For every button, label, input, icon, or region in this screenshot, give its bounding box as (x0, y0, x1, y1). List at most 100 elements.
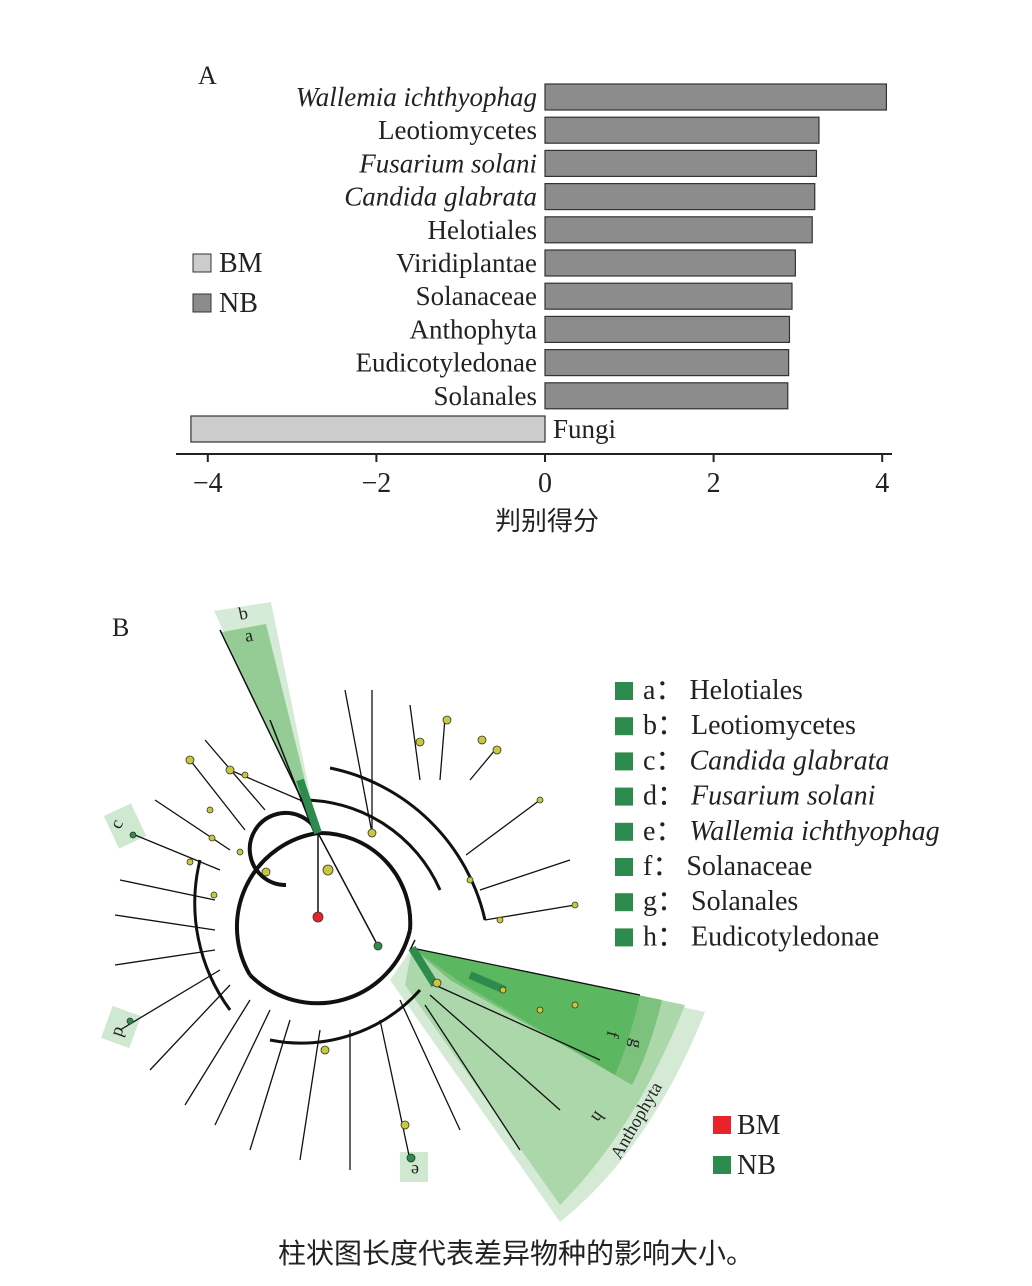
bar (544, 382, 789, 410)
bar-label: Wallemia ichthyophag (296, 82, 537, 112)
group-legend: BM NB (713, 1110, 781, 1181)
tree-node (400, 1120, 410, 1130)
sector-d (101, 1005, 141, 1049)
tree-node (499, 986, 507, 994)
cladogram: B (101, 602, 940, 1222)
cladogram-nodes (126, 715, 579, 1163)
tree-node (492, 745, 502, 755)
tree-node (406, 1153, 416, 1163)
tree-node (206, 806, 214, 814)
group-legend-label: NB (737, 1150, 776, 1181)
clade-legend-swatch (615, 893, 633, 912)
sector-f (412, 948, 640, 1075)
bar-label: Solanaceae (416, 281, 537, 311)
tree-node (432, 978, 442, 988)
clade-legend-item: g： Solanales (643, 886, 798, 917)
tree-node (496, 916, 504, 924)
bar-label: Solanales (434, 381, 537, 411)
bar-label: Leotiomycetes (378, 115, 537, 145)
lda-bar-chart: A BM NB Wallemia ichthyophagLeotiomycetes… (176, 61, 892, 537)
clade-legend-item: b： Leotiomycetes (643, 710, 856, 741)
bar (544, 116, 820, 144)
sector-label-b: b (237, 602, 250, 623)
tree-node (241, 771, 249, 779)
bar-labels: Wallemia ichthyophagLeotiomycetesFusariu… (296, 82, 616, 444)
tree-node (225, 765, 235, 775)
bar-series (190, 83, 888, 443)
tree-node (186, 858, 194, 866)
bar (544, 315, 791, 343)
bar-label: Fungi (553, 414, 616, 444)
tree-node (320, 1045, 330, 1055)
bar-legend: BM NB (192, 248, 263, 319)
bar (544, 183, 816, 211)
sector-label-f: f (603, 1029, 624, 1040)
tree-node (415, 737, 425, 747)
clade-legend-swatch (615, 752, 633, 771)
clade-legend-swatch (615, 858, 633, 876)
bar-label: Eudicotyledonae (356, 348, 537, 378)
clade-legend-swatch (615, 822, 633, 841)
group-legend-swatch (713, 1156, 731, 1174)
tree-node (477, 735, 487, 745)
bar (544, 249, 796, 277)
bar (544, 349, 790, 377)
x-tick-label: 2 (707, 468, 721, 499)
tree-node (373, 941, 383, 951)
clade-legend: a： Helotiales b： Leotiomycetes c： Candida gla… (615, 675, 940, 952)
figure-caption: 柱状图长度代表差异物种的影响大小。 (277, 1237, 754, 1270)
legend-label: NB (219, 288, 258, 319)
x-tick-label: −2 (362, 468, 392, 499)
bar-label: Anthophyta (410, 314, 538, 344)
x-axis: −4 −2 0 2 4 (176, 453, 892, 499)
tree-node (208, 834, 216, 842)
bar-label: Viridiplantae (396, 248, 537, 278)
clade-legend-item: e： Wallemia ichthyophag (643, 816, 940, 847)
group-legend-label: BM (737, 1110, 781, 1141)
clade-legend-item: f： Solanaceae (643, 851, 812, 882)
bar-label: Candida glabrata (344, 182, 537, 212)
bar-label: Fusarium solani (358, 148, 537, 178)
bar (544, 282, 793, 310)
bar (544, 216, 813, 244)
bar (190, 415, 546, 443)
x-axis-label: 判别得分 (495, 507, 599, 537)
tree-node (236, 848, 244, 856)
sector-label-a: a (243, 625, 255, 646)
bar (544, 149, 818, 177)
clade-legend-swatch (615, 787, 633, 806)
sector-c (103, 803, 147, 849)
bar-label: Helotiales (428, 215, 537, 245)
legend-swatch (192, 293, 212, 313)
legend-swatch (192, 253, 212, 273)
x-tick-label: −4 (193, 468, 223, 499)
group-legend-swatch (713, 1116, 731, 1134)
tree-node (571, 1001, 579, 1009)
x-tick-label: 4 (875, 468, 889, 499)
tree-node (210, 891, 218, 899)
cladogram-tree (114, 629, 641, 1170)
tree-node (261, 867, 271, 877)
tree-node (442, 715, 452, 725)
tree-node (312, 911, 324, 923)
tree-node (185, 755, 195, 765)
clade-legend-item: d： Fusarium solani (643, 781, 875, 812)
clade-legend-item: c： Candida glabrata (643, 745, 889, 776)
tree-node (466, 876, 474, 884)
legend-label: BM (219, 248, 263, 279)
tree-node (536, 1006, 544, 1014)
bar (544, 83, 888, 111)
panel-a-label: A (198, 61, 217, 90)
clade-legend-item: h： Eudicotyledonae (643, 921, 879, 952)
clade-legend-swatch (615, 928, 633, 947)
sector-label-e: e (411, 1161, 419, 1181)
tree-node (129, 831, 137, 839)
x-tick-label: 0 (538, 468, 552, 499)
clade-legend-swatch (615, 717, 633, 736)
tree-node (536, 796, 544, 804)
panel-b-label: B (112, 613, 129, 642)
tree-node (126, 1017, 134, 1025)
tree-node (322, 864, 334, 876)
tree-node (367, 828, 377, 838)
